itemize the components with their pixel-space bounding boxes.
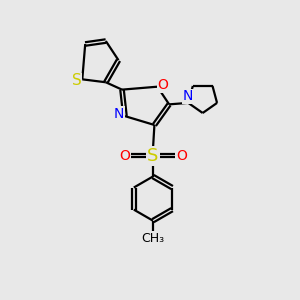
Text: O: O (157, 78, 168, 92)
Text: CH₃: CH₃ (141, 232, 164, 245)
Text: S: S (71, 73, 81, 88)
Text: O: O (176, 149, 187, 163)
Text: O: O (119, 149, 130, 163)
Text: N: N (183, 89, 194, 103)
Text: S: S (147, 147, 159, 165)
Text: N: N (114, 107, 124, 121)
